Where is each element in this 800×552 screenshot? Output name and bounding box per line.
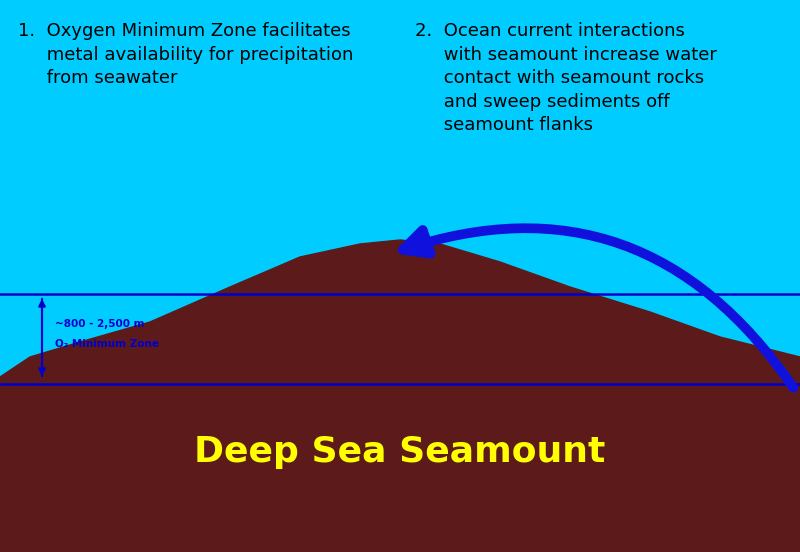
Text: 1.  Oxygen Minimum Zone facilitates
     metal availability for precipitation
  : 1. Oxygen Minimum Zone facilitates metal… bbox=[18, 22, 354, 87]
Polygon shape bbox=[0, 240, 800, 552]
Text: 2.  Ocean current interactions
     with seamount increase water
     contact wi: 2. Ocean current interactions with seamo… bbox=[415, 22, 717, 134]
Text: Deep Sea Seamount: Deep Sea Seamount bbox=[194, 435, 606, 469]
Text: O₂ Minimum Zone: O₂ Minimum Zone bbox=[55, 339, 159, 349]
Text: ~800 - 2,500 m: ~800 - 2,500 m bbox=[55, 319, 145, 329]
